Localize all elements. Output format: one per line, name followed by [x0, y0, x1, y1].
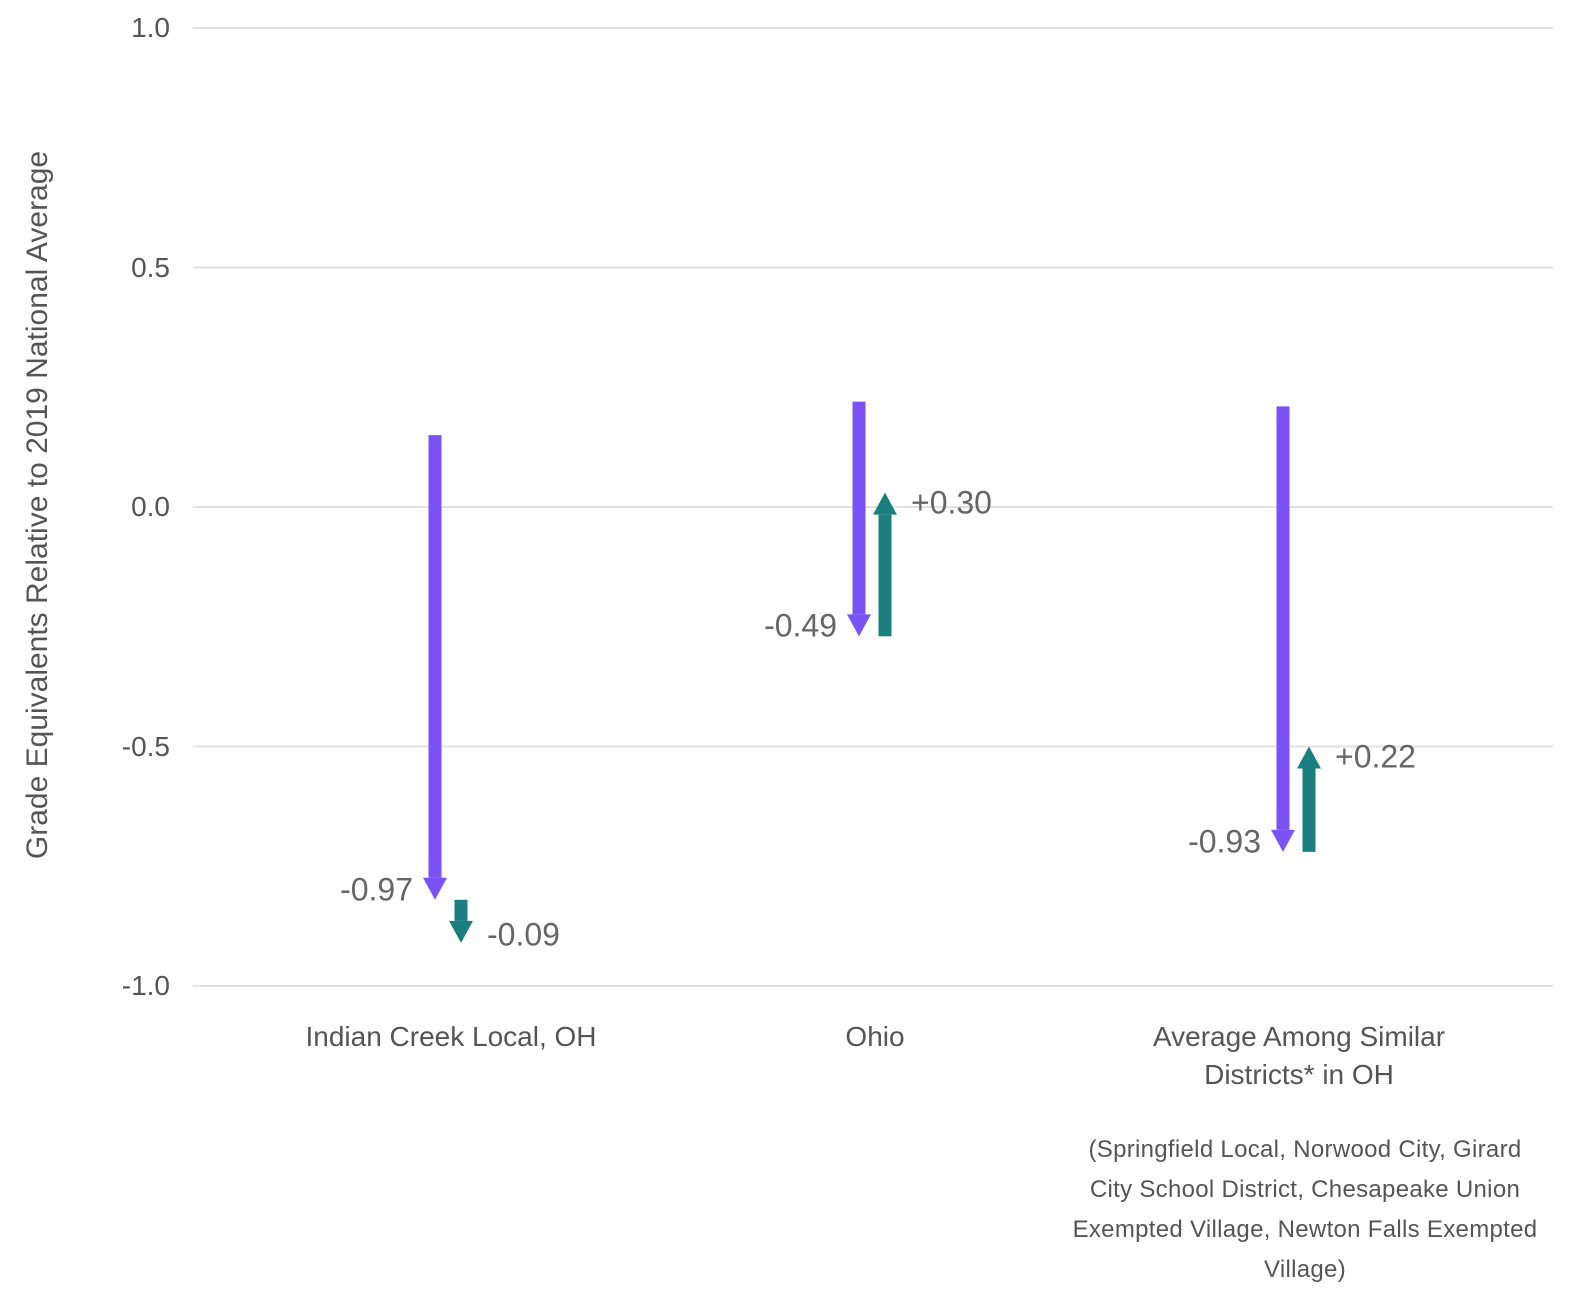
change-arrow-shaft: [1302, 768, 1316, 852]
category-label: Average Among Similar Districts* in OH: [1153, 1018, 1445, 1094]
note-line: Exempted Village, Newton Falls Exempted: [1072, 1216, 1538, 1243]
note-line: City School District, Chesapeake Union: [1089, 1176, 1521, 1203]
similar-districts-note: (Springfield Local, Norwood City, Girard…: [1035, 1130, 1575, 1290]
y-tick-label: 0.5: [131, 251, 170, 283]
note-line: (Springfield Local, Norwood City, Girard: [1088, 1136, 1522, 1163]
y-tick-label: 1.0: [131, 12, 170, 43]
change-label: +0.22: [1335, 738, 1416, 774]
y-axis-label: Grade Equivalents Relative to 2019 Natio…: [21, 150, 54, 860]
decline-label: -0.97: [340, 871, 413, 908]
y-tick-label: -0.5: [121, 730, 170, 762]
change-arrow-shaft: [878, 514, 892, 637]
decline-arrow-shaft: [852, 401, 866, 615]
decline-label: -0.49: [764, 607, 837, 644]
change-arrow-head: [449, 920, 473, 943]
change-label: +0.30: [911, 484, 992, 521]
category-label: Ohio: [845, 1018, 904, 1056]
change-arrow-shaft: [454, 899, 468, 921]
decline-arrow-head: [423, 877, 447, 900]
category-label-line: Districts* in OH: [1204, 1059, 1394, 1090]
category-label-line: Ohio: [845, 1021, 905, 1052]
category-label-line: Average Among Similar: [1152, 1021, 1446, 1052]
decline-arrow-head: [1271, 829, 1295, 852]
note-line: Village): [1263, 1256, 1346, 1283]
decline-arrow-head: [847, 614, 871, 637]
change-arrow-head: [1297, 746, 1321, 769]
y-tick-label: -1.0: [121, 970, 170, 1001]
decline-label: -0.93: [1188, 823, 1261, 860]
change-arrow-head: [873, 492, 897, 515]
change-label: -0.09: [487, 916, 560, 953]
category-label-line: Indian Creek Local, OH: [305, 1021, 597, 1052]
category-label: Indian Creek Local, OH: [305, 1018, 596, 1056]
y-tick-label: 0.0: [131, 491, 170, 522]
decline-arrow-shaft: [1276, 406, 1290, 830]
decline-arrow-shaft: [428, 435, 442, 878]
